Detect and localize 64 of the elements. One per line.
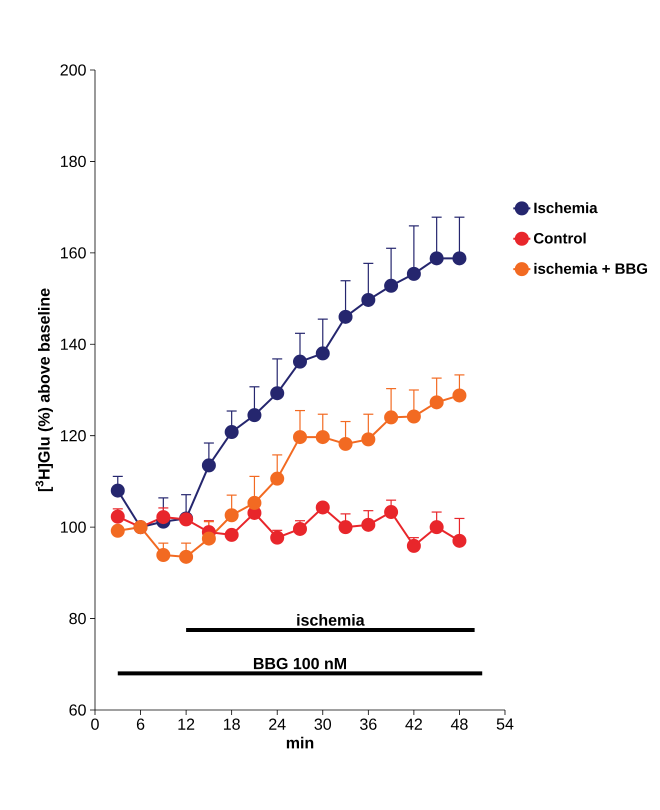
point <box>202 532 216 546</box>
point <box>202 458 216 472</box>
legend-label: ischemia + BBG <box>534 262 648 274</box>
point <box>338 520 353 534</box>
x-tick-label: 42 <box>405 718 422 730</box>
point <box>247 496 262 510</box>
point <box>247 408 262 422</box>
point <box>110 484 125 498</box>
point <box>316 500 330 514</box>
series-label: ischemia <box>297 614 365 626</box>
point <box>110 524 125 538</box>
x-tick-label: 48 <box>450 718 468 730</box>
y-tick-label: 160 <box>60 247 86 259</box>
series-label: BBG 100 nM <box>254 658 346 670</box>
point <box>179 550 194 564</box>
point <box>224 425 239 440</box>
point <box>156 510 170 524</box>
point <box>270 386 284 400</box>
point <box>430 251 444 266</box>
point <box>292 430 307 444</box>
point <box>452 388 466 402</box>
x-tick-label: 24 <box>269 718 286 730</box>
point <box>361 432 376 446</box>
point <box>361 518 376 532</box>
point <box>292 522 307 536</box>
legend-label: Control <box>534 232 586 244</box>
y-tick-label: 60 <box>69 704 86 716</box>
y-axis-title: [$^{3}$H]Glu (%) above baseline <box>35 288 53 492</box>
y-tick-label: 80 <box>69 612 86 624</box>
point <box>316 430 330 444</box>
point <box>430 395 444 410</box>
point <box>270 530 284 545</box>
y-tick-label: 120 <box>60 430 86 442</box>
point <box>430 520 444 534</box>
x-tick-label: 0 <box>91 718 99 730</box>
point <box>384 278 398 293</box>
y-tick-label: 140 <box>60 338 86 350</box>
x-tick-label: 54 <box>496 718 514 730</box>
x-tick-label: 36 <box>360 718 377 730</box>
point <box>361 292 376 307</box>
point <box>292 354 307 369</box>
legend-label: Ischemia <box>534 202 598 214</box>
x-axis-title: min <box>286 736 314 748</box>
point <box>224 528 239 542</box>
point <box>316 346 330 360</box>
point <box>338 310 353 324</box>
point <box>224 508 239 522</box>
x-tick-label: 30 <box>314 718 332 730</box>
x-tick-label: 12 <box>178 718 194 730</box>
point <box>156 548 170 562</box>
point <box>452 251 466 266</box>
point <box>384 505 398 520</box>
point <box>452 534 466 548</box>
point <box>338 436 353 451</box>
point <box>406 410 421 424</box>
point <box>406 266 421 281</box>
point <box>270 472 284 486</box>
y-tick-label: 100 <box>60 521 86 533</box>
point <box>384 410 398 424</box>
x-tick-label: 18 <box>224 718 240 730</box>
x-tick-label: 6 <box>136 718 144 730</box>
y-tick-label: 180 <box>60 156 86 168</box>
point <box>406 538 421 553</box>
y-tick-label: 200 <box>60 64 86 76</box>
